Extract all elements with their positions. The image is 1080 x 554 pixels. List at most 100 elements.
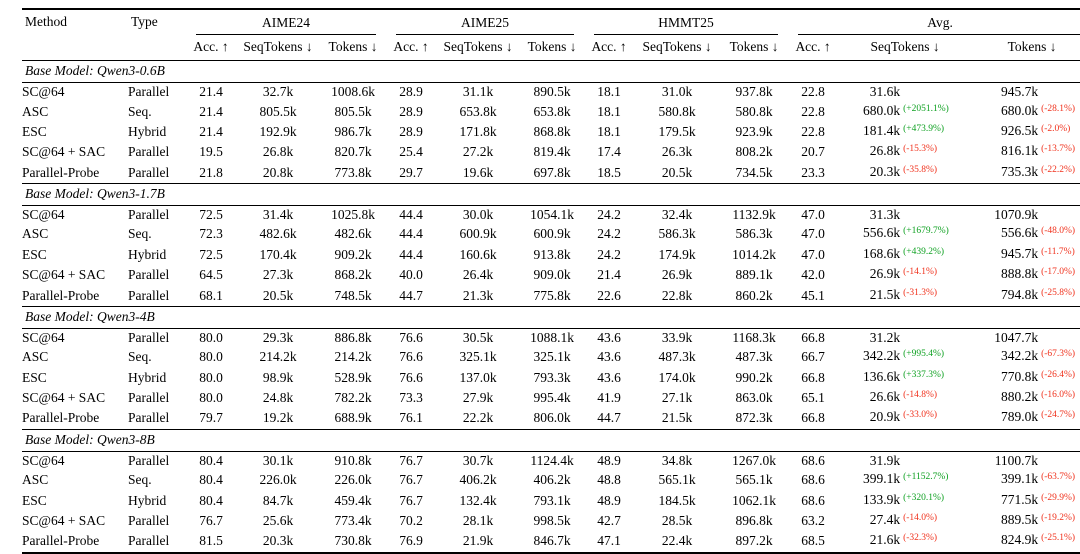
- avg-acc-cell: 45.1: [801, 287, 825, 303]
- aime25-acc-cell: 44.7: [399, 287, 423, 303]
- method-cell: ASC: [22, 103, 49, 119]
- aime24-acc-cell: 21.8: [199, 164, 223, 180]
- value: 20.9k: [869, 409, 901, 425]
- aime25-seqtokens-cell: 22.2k: [462, 410, 494, 426]
- table-row: ESC Hybrid 80.4 84.7k 459.4k 76.7 132.4k 793.1k…: [22, 490, 1080, 510]
- aime24-tokens-cell: 730.8k: [334, 533, 372, 549]
- aime25-tokens-cell: 1054.1k: [530, 207, 574, 223]
- aime25-acc-cell: 44.4: [399, 226, 423, 242]
- avg-tokens-cell: 816.1k (-13.7%): [972, 142, 1080, 162]
- type-cell: Hybrid: [128, 123, 167, 139]
- value: 20.3k: [869, 163, 901, 179]
- method-cell: Parallel-Probe: [22, 164, 100, 180]
- aime25-seqtokens-cell: 30.0k: [462, 207, 494, 223]
- col-header-type: Type: [131, 14, 158, 29]
- type-cell: Seq.: [128, 103, 152, 119]
- pct-annotation: (+1152.7%): [903, 472, 949, 483]
- table-row: Parallel-Probe Parallel 21.8 20.8k 773.8k 29.…: [22, 163, 1080, 184]
- aime25-seqtokens-cell: 27.9k: [462, 390, 494, 406]
- hmmt25-acc-cell: 18.5: [597, 164, 621, 180]
- aime25-tokens-cell: 806.0k: [533, 410, 571, 426]
- avg-acc-cell: 66.7: [801, 349, 825, 365]
- table-header: Method Type AIME24 AIME25 HMMT25 Avg. Ac…: [22, 9, 1080, 61]
- hmmt25-acc-cell: 48.8: [597, 472, 621, 488]
- hmmt25-tokens-cell: 586.3k: [735, 226, 773, 242]
- pct-annotation: (-26.4%): [1041, 369, 1076, 380]
- hmmt25-acc-cell: 18.1: [597, 84, 621, 100]
- aime24-acc-cell: 80.4: [199, 472, 223, 488]
- table-row: SC@64 + SAC Parallel 76.7 25.6k 773.4k 70.2 28…: [22, 511, 1080, 531]
- aime24-seqtokens-cell: 170.4k: [259, 246, 297, 262]
- type-cell: Parallel: [128, 390, 170, 406]
- base-model-label: Base Model: Qwen3-0.6B: [22, 60, 1080, 83]
- method-cell: ASC: [22, 472, 49, 488]
- aime24-tokens-cell: 1025.8k: [331, 207, 375, 223]
- aime24-seqtokens-cell: 98.9k: [262, 369, 294, 385]
- hmmt25-acc-cell: 48.9: [597, 492, 621, 508]
- avg-tokens-cell: 735.3k (-22.2%): [972, 163, 1080, 184]
- hmmt25-acc-cell: 47.1: [597, 533, 621, 549]
- hmmt25-seqtokens-cell: 32.4k: [661, 207, 693, 223]
- hmmt25-tokens-cell: 808.2k: [735, 144, 773, 160]
- aime25-seqtokens-cell: 26.4k: [462, 267, 494, 283]
- subheader-hmmt25-tokens: Tokens ↓: [729, 39, 779, 54]
- aime24-acc-cell: 72.3: [199, 226, 223, 242]
- hmmt25-seqtokens-cell: 565.1k: [658, 472, 696, 488]
- avg-tokens-cell: 945.7k (-11.7%): [972, 245, 1080, 265]
- avg-tokens-cell: 888.8k (-17.0%): [972, 265, 1080, 285]
- table-row: Parallel-Probe Parallel 81.5 20.3k 730.8k 76.…: [22, 531, 1080, 552]
- pct-annotation: (-48.0%): [1041, 226, 1076, 237]
- type-cell: Hybrid: [128, 369, 167, 385]
- aime25-seqtokens-cell: 325.1k: [459, 349, 497, 365]
- value: 770.8k: [1000, 368, 1039, 384]
- avg-seqtokens-cell: 31.2k: [838, 328, 972, 347]
- value: 21.6k: [869, 532, 901, 548]
- hmmt25-tokens-cell: 1014.2k: [732, 246, 776, 262]
- type-cell: Parallel: [128, 410, 170, 426]
- aime25-tokens-cell: 406.2k: [533, 472, 571, 488]
- aime24-acc-cell: 76.7: [199, 512, 223, 528]
- aime25-tokens-cell: 793.3k: [533, 369, 571, 385]
- hmmt25-acc-cell: 48.9: [597, 452, 621, 468]
- avg-tokens-cell: 789.0k (-24.7%): [972, 408, 1080, 429]
- method-cell: Parallel-Probe: [22, 410, 100, 426]
- value: 794.8k: [1000, 286, 1039, 302]
- aime24-tokens-cell: 214.2k: [334, 349, 372, 365]
- pct-annotation: (-17.0%): [1041, 267, 1076, 278]
- avg-tokens-cell: 824.9k (-25.1%): [972, 531, 1080, 552]
- hmmt25-tokens-cell: 937.8k: [735, 84, 773, 100]
- subheader-hmmt25-seqtokens: SeqTokens ↓: [642, 39, 712, 54]
- pct-annotation: (-24.7%): [1041, 410, 1076, 421]
- pct-annotation: (-15.3%): [903, 144, 938, 155]
- aime25-acc-cell: 28.9: [399, 103, 423, 119]
- avg-acc-cell: 68.6: [801, 472, 825, 488]
- table-row: ASC Seq. 80.0 214.2k 214.2k 76.6 325.1k 325.1k 4…: [22, 347, 1080, 367]
- value: 136.6k: [862, 368, 901, 384]
- hmmt25-acc-cell: 17.4: [597, 144, 621, 160]
- hmmt25-tokens-cell: 889.1k: [735, 267, 773, 283]
- aime25-seqtokens-cell: 132.4k: [459, 492, 497, 508]
- aime25-tokens-cell: 909.0k: [533, 267, 571, 283]
- aime24-acc-cell: 79.7: [199, 410, 223, 426]
- hmmt25-acc-cell: 22.6: [597, 287, 621, 303]
- aime24-seqtokens-cell: 20.3k: [262, 533, 294, 549]
- aime25-tokens-cell: 819.4k: [533, 144, 571, 160]
- value: 889.5k: [1000, 511, 1039, 527]
- aime25-acc-cell: 40.0: [399, 267, 423, 283]
- avg-seqtokens-cell: 680.0k (+2051.1%): [838, 101, 972, 121]
- type-cell: Hybrid: [128, 492, 167, 508]
- aime24-tokens-cell: 528.9k: [334, 369, 372, 385]
- value: 133.9k: [862, 491, 901, 507]
- aime25-tokens-cell: 890.5k: [533, 84, 571, 100]
- aime24-acc-cell: 80.0: [199, 390, 223, 406]
- pct-annotation: (-63.7%): [1041, 472, 1076, 483]
- type-cell: Parallel: [128, 452, 170, 468]
- aime24-tokens-cell: 910.8k: [334, 452, 372, 468]
- avg-tokens-cell: 770.8k (-26.4%): [972, 368, 1080, 388]
- subheader-aime24-acc: Acc. ↑: [193, 39, 229, 54]
- avg-seqtokens-cell: 26.8k (-15.3%): [838, 142, 972, 162]
- hmmt25-tokens-cell: 1267.0k: [732, 452, 776, 468]
- hmmt25-seqtokens-cell: 31.0k: [661, 84, 693, 100]
- avg-seqtokens-cell: 21.6k (-32.3%): [838, 531, 972, 552]
